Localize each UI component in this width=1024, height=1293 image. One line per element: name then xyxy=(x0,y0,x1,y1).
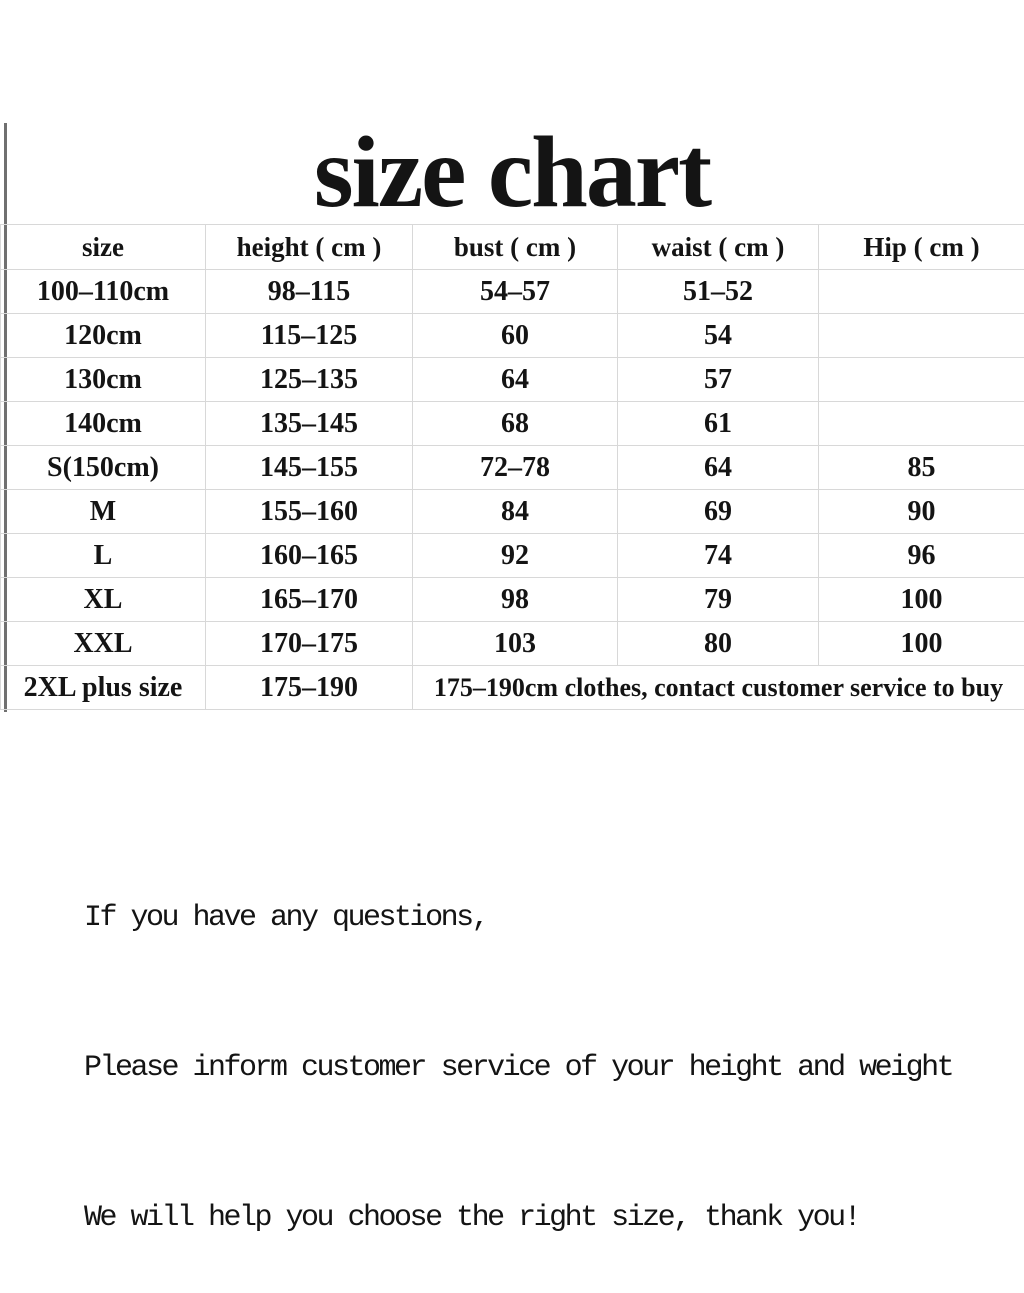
table-cell xyxy=(819,314,1024,358)
table-cell: 69 xyxy=(618,490,819,534)
table-cell: 100 xyxy=(819,622,1024,666)
table-cell: 160–165 xyxy=(206,534,413,578)
table-cell: 100–110cm xyxy=(1,270,206,314)
merged-note-cell: 175–190cm clothes, contact customer serv… xyxy=(413,666,1024,710)
table-cell: 64 xyxy=(618,446,819,490)
header-cell: height ( cm ) xyxy=(206,225,413,270)
page-title: size chart xyxy=(0,122,1024,224)
footer-line: Please inform customer service of your h… xyxy=(84,1043,952,1093)
table-cell: 80 xyxy=(618,622,819,666)
table-cell: 84 xyxy=(413,490,618,534)
header-cell: Hip ( cm ) xyxy=(819,225,1024,270)
table-cell: 51–52 xyxy=(618,270,819,314)
table-cell: 145–155 xyxy=(206,446,413,490)
table-cell: 96 xyxy=(819,534,1024,578)
table-cell: 54–57 xyxy=(413,270,618,314)
header-cell: bust ( cm ) xyxy=(413,225,618,270)
table-cell: 54 xyxy=(618,314,819,358)
table-cell: 74 xyxy=(618,534,819,578)
table-cell: 98–115 xyxy=(206,270,413,314)
table-cell xyxy=(819,402,1024,446)
table-cell: 175–190 xyxy=(206,666,413,710)
table-cell: 60 xyxy=(413,314,618,358)
table-cell: 90 xyxy=(819,490,1024,534)
footer-line: If you have any questions, xyxy=(84,893,952,943)
table-cell: 155–160 xyxy=(206,490,413,534)
table-cell: 68 xyxy=(413,402,618,446)
table-cell: 98 xyxy=(413,578,618,622)
table-cell: 64 xyxy=(413,358,618,402)
table-cell: S(150cm) xyxy=(1,446,206,490)
table-cell: 79 xyxy=(618,578,819,622)
table-cell xyxy=(819,358,1024,402)
table-cell: 120cm xyxy=(1,314,206,358)
table-cell: 85 xyxy=(819,446,1024,490)
footer-line: We will help you choose the right size, … xyxy=(84,1193,952,1243)
table-cell: M xyxy=(1,490,206,534)
table-cell: 115–125 xyxy=(206,314,413,358)
header-cell: waist ( cm ) xyxy=(618,225,819,270)
table-cell: 72–78 xyxy=(413,446,618,490)
table-cell: 140cm xyxy=(1,402,206,446)
table-cell: 2XL plus size xyxy=(1,666,206,710)
table-cell: 103 xyxy=(413,622,618,666)
table-cell: 92 xyxy=(413,534,618,578)
table-cell: 130cm xyxy=(1,358,206,402)
table-cell: 57 xyxy=(618,358,819,402)
table-cell: L xyxy=(1,534,206,578)
table-cell: 165–170 xyxy=(206,578,413,622)
table-cell: 135–145 xyxy=(206,402,413,446)
header-cell: size xyxy=(1,225,206,270)
table-cell: 61 xyxy=(618,402,819,446)
footer-note: If you have any questions, Please inform… xyxy=(84,793,952,1293)
table-cell xyxy=(819,270,1024,314)
table-cell: XL xyxy=(1,578,206,622)
table-cell: XXL xyxy=(1,622,206,666)
table-cell: 100 xyxy=(819,578,1024,622)
table-cell: 170–175 xyxy=(206,622,413,666)
table-cell: 125–135 xyxy=(206,358,413,402)
